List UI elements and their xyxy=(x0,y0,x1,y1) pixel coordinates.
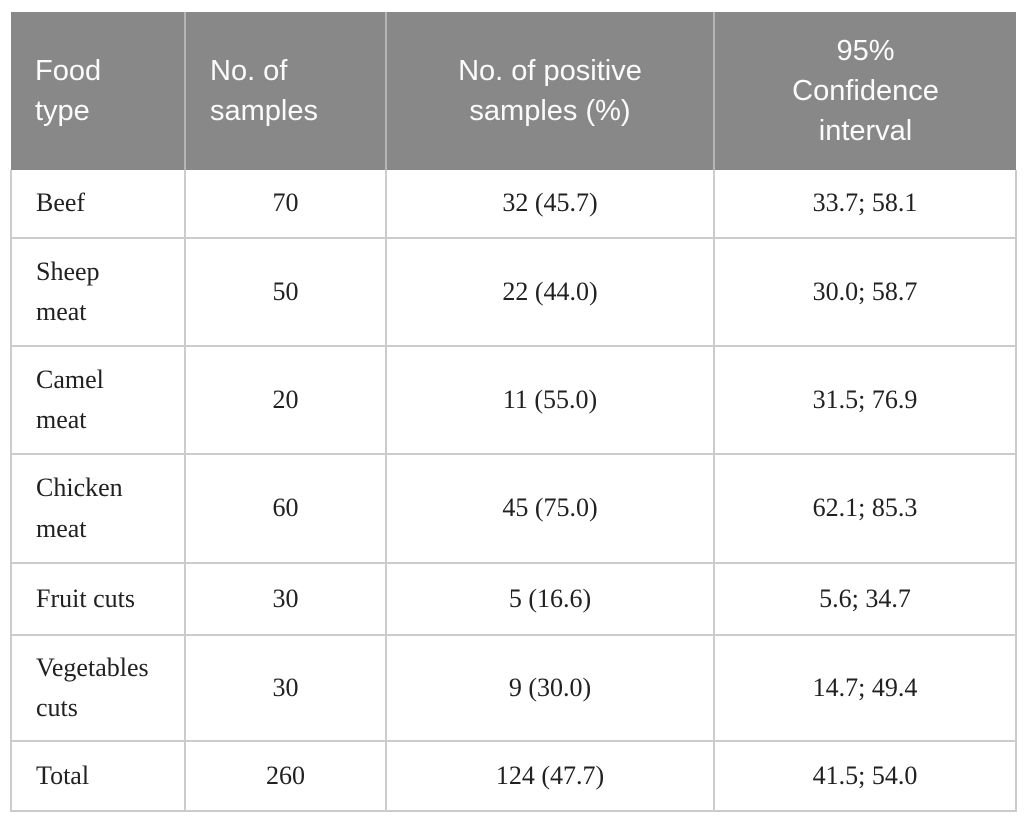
cell-positive: 22 (44.0) xyxy=(385,237,715,347)
cell-food-type: Camel meat xyxy=(10,345,186,455)
col-header-no-of-samples: No. of samples xyxy=(184,12,386,170)
table-row-total: Total 260 124 (47.7) 41.5; 54.0 xyxy=(10,740,1017,812)
cell-food-type: Total xyxy=(10,740,186,812)
table-row-camel-meat: Camel meat 20 11 (55.0) 31.5; 76.9 xyxy=(10,345,1017,455)
table-row-beef: Beef 70 32 (45.7) 33.7; 58.1 xyxy=(10,170,1017,239)
cell-ci: 5.6; 34.7 xyxy=(713,562,1017,636)
cell-ci: 62.1; 85.3 xyxy=(713,453,1017,564)
cell-food-type: Vegetables cuts xyxy=(10,634,186,742)
col-header-positive-samples: No. of positive samples (%) xyxy=(385,12,714,170)
table-row-sheep-meat: Sheep meat 50 22 (44.0) 30.0; 58.7 xyxy=(10,237,1017,347)
cell-positive: 45 (75.0) xyxy=(385,453,715,564)
cell-samples: 70 xyxy=(184,170,387,239)
cell-positive: 11 (55.0) xyxy=(385,345,715,455)
table-body: Beef 70 32 (45.7) 33.7; 58.1 Sheep meat … xyxy=(10,170,1017,812)
prevalence-table-container: Food type No. of samples No. of positive… xyxy=(10,12,1017,812)
col-header-food-type: Food type xyxy=(11,12,185,170)
cell-ci: 30.0; 58.7 xyxy=(713,237,1017,347)
table-row-chicken-meat: Chicken meat 60 45 (75.0) 62.1; 85.3 xyxy=(10,453,1017,564)
header-row: Food type No. of samples No. of positive… xyxy=(11,12,1016,170)
cell-ci: 14.7; 49.4 xyxy=(713,634,1017,742)
cell-samples: 50 xyxy=(184,237,387,347)
cell-positive: 5 (16.6) xyxy=(385,562,715,636)
cell-food-type: Fruit cuts xyxy=(10,562,186,636)
cell-samples: 30 xyxy=(184,634,387,742)
cell-food-type: Chicken meat xyxy=(10,453,186,564)
cell-food-type: Beef xyxy=(10,170,186,239)
cell-ci: 41.5; 54.0 xyxy=(713,740,1017,812)
col-header-confidence-interval: 95% Confidence interval xyxy=(713,12,1016,170)
cell-samples: 260 xyxy=(184,740,387,812)
table-row-vegetables-cuts: Vegetables cuts 30 9 (30.0) 14.7; 49.4 xyxy=(10,634,1017,742)
cell-positive: 9 (30.0) xyxy=(385,634,715,742)
cell-positive: 32 (45.7) xyxy=(385,170,715,239)
cell-ci: 33.7; 58.1 xyxy=(713,170,1017,239)
cell-ci: 31.5; 76.9 xyxy=(713,345,1017,455)
cell-positive: 124 (47.7) xyxy=(385,740,715,812)
cell-samples: 30 xyxy=(184,562,387,636)
table-row-fruit-cuts: Fruit cuts 30 5 (16.6) 5.6; 34.7 xyxy=(10,562,1017,636)
cell-samples: 60 xyxy=(184,453,387,564)
cell-samples: 20 xyxy=(184,345,387,455)
table-header: Food type No. of samples No. of positive… xyxy=(11,12,1016,170)
cell-food-type: Sheep meat xyxy=(10,237,186,347)
prevalence-table: Food type No. of samples No. of positive… xyxy=(10,12,1017,812)
